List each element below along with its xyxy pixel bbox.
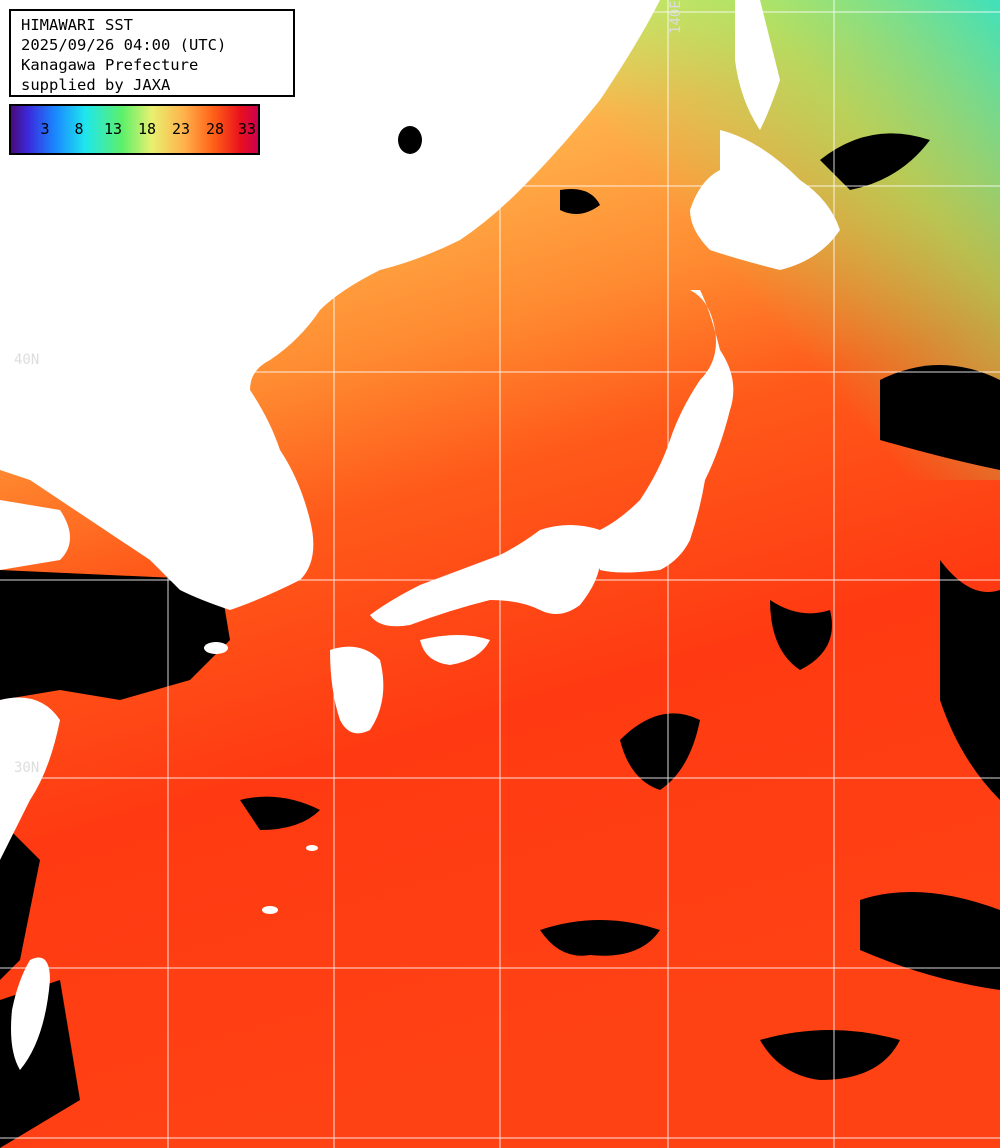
color-scale-legend: 3 8 13 18 23 28 33 bbox=[9, 104, 260, 155]
title-line-4: supplied by JAXA bbox=[21, 76, 171, 94]
legend-tick: 33 bbox=[237, 120, 257, 138]
legend-tick: 13 bbox=[103, 120, 123, 138]
legend-tick: 23 bbox=[171, 120, 191, 138]
grid-label-30n: 30N bbox=[14, 760, 40, 776]
info-box: HIMAWARI SST 2025/09/26 04:00 (UTC) Kana… bbox=[9, 9, 295, 97]
legend-tick: 3 bbox=[40, 120, 50, 138]
title-line-3: Kanagawa Prefecture bbox=[21, 56, 199, 74]
title-line-2: 2025/09/26 04:00 (UTC) bbox=[21, 36, 227, 54]
legend-tick-labels: 3 8 13 18 23 28 33 bbox=[11, 120, 258, 140]
grid-label-140e: 140E bbox=[668, 0, 684, 34]
title-line-1: HIMAWARI SST bbox=[21, 16, 133, 34]
legend-tick: 18 bbox=[137, 120, 157, 138]
legend-tick: 28 bbox=[205, 120, 225, 138]
legend-tick: 8 bbox=[74, 120, 84, 138]
grid-label-40n: 40N bbox=[14, 352, 40, 368]
